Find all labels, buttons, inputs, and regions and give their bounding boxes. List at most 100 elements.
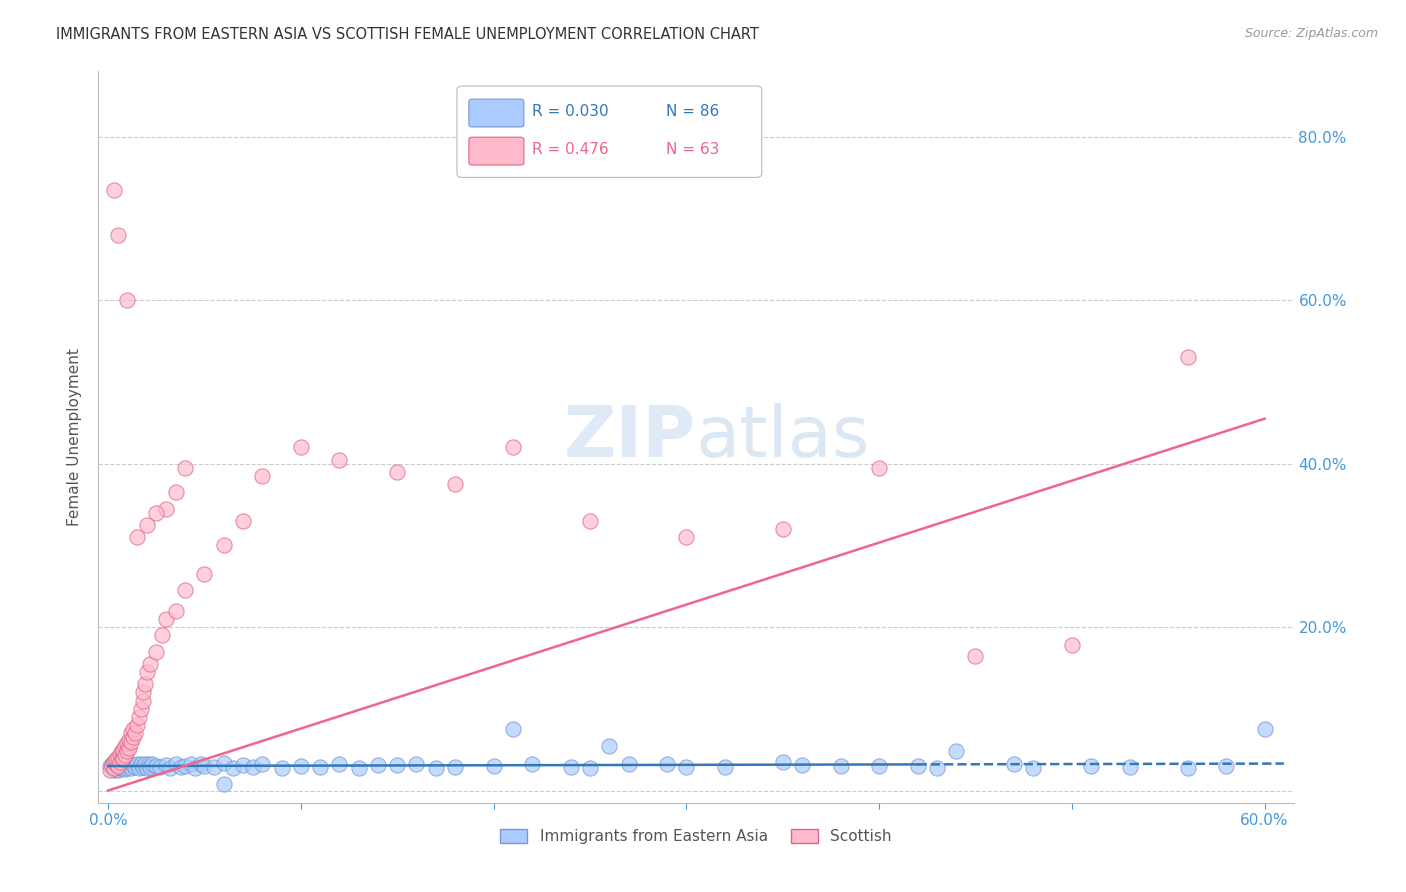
Point [135, 665, 157, 679]
Point [120, 726, 142, 740]
Point [122, 758, 145, 772]
Point [108, 754, 131, 768]
Point [150, 628, 173, 642]
Point [159, 761, 181, 775]
Point [444, 477, 467, 491]
Y-axis label: Female Unemployment: Female Unemployment [67, 348, 83, 526]
Point [290, 440, 312, 454]
Point [868, 460, 890, 475]
Point [108, 747, 131, 761]
Point [174, 460, 197, 475]
Point [772, 755, 794, 769]
Point [112, 756, 135, 770]
Point [385, 758, 409, 772]
Point [108, 757, 131, 772]
Point [132, 760, 155, 774]
Point [212, 756, 235, 770]
Point [120, 734, 142, 748]
Point [174, 583, 197, 598]
Point [170, 760, 193, 774]
Point [482, 759, 505, 773]
Point [1177, 761, 1199, 775]
Point [98, 759, 121, 773]
Point [108, 761, 131, 775]
Point [117, 736, 139, 750]
Point [190, 757, 212, 772]
Point [165, 485, 187, 500]
Point [520, 756, 543, 771]
Point [165, 604, 187, 618]
Point [139, 760, 162, 774]
Point [502, 440, 524, 454]
Point [118, 732, 141, 747]
Point [193, 759, 215, 773]
FancyBboxPatch shape [470, 99, 524, 127]
Point [309, 760, 332, 774]
Point [222, 761, 245, 775]
Text: R = 0.476: R = 0.476 [533, 142, 609, 157]
Point [1177, 351, 1199, 365]
Point [103, 755, 125, 769]
Point [1080, 759, 1102, 773]
Point [790, 758, 813, 772]
Point [145, 645, 167, 659]
Point [675, 530, 697, 544]
Point [180, 756, 202, 771]
Point [114, 748, 136, 763]
Point [118, 741, 141, 756]
Point [104, 752, 127, 766]
Point [112, 751, 135, 765]
Point [122, 723, 145, 737]
Point [252, 469, 274, 483]
Point [212, 538, 235, 552]
Point [107, 751, 129, 765]
Point [675, 760, 697, 774]
Point [617, 757, 640, 772]
Point [107, 759, 129, 773]
Point [165, 757, 187, 772]
Point [135, 517, 157, 532]
Point [112, 761, 135, 775]
Point [128, 710, 150, 724]
Point [110, 756, 132, 771]
Point [117, 761, 139, 775]
Point [145, 759, 167, 773]
Point [101, 757, 124, 772]
Point [141, 756, 163, 771]
Point [125, 756, 148, 771]
Point [425, 761, 447, 775]
Point [114, 739, 136, 753]
Point [965, 648, 987, 663]
Point [134, 756, 156, 771]
Point [103, 763, 125, 777]
Point [202, 760, 225, 774]
Point [252, 756, 274, 771]
Text: Source: ZipAtlas.com: Source: ZipAtlas.com [1244, 27, 1378, 40]
Point [347, 761, 370, 775]
Point [405, 757, 427, 772]
Point [1002, 757, 1025, 772]
Text: IMMIGRANTS FROM EASTERN ASIA VS SCOTTISH FEMALE UNEMPLOYMENT CORRELATION CHART: IMMIGRANTS FROM EASTERN ASIA VS SCOTTISH… [56, 27, 759, 42]
Point [110, 762, 132, 776]
Point [155, 758, 177, 772]
Point [242, 760, 264, 774]
Point [132, 693, 155, 707]
Point [444, 760, 467, 774]
Point [1253, 723, 1275, 737]
Point [125, 718, 148, 732]
Point [132, 685, 155, 699]
Legend: Immigrants from Eastern Asia, Scottish: Immigrants from Eastern Asia, Scottish [494, 822, 898, 850]
Point [1215, 759, 1237, 773]
Point [135, 761, 157, 775]
Point [124, 760, 146, 774]
Point [1022, 761, 1045, 775]
Point [101, 761, 124, 775]
Point [107, 755, 129, 769]
Text: N = 63: N = 63 [666, 142, 720, 157]
Point [579, 761, 602, 775]
Point [98, 763, 121, 777]
Text: atlas: atlas [696, 402, 870, 472]
Point [945, 744, 967, 758]
Point [385, 465, 409, 479]
Point [124, 726, 146, 740]
